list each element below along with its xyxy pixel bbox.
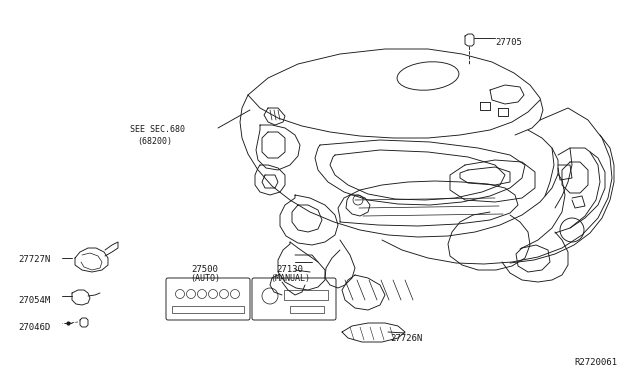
Text: (68200): (68200) [137,137,172,146]
Text: SEE SEC.680: SEE SEC.680 [130,125,185,134]
Text: 27500: 27500 [191,265,218,274]
Bar [172,306,244,313]
Text: 27054M: 27054M [18,296,51,305]
Text: (AUTO): (AUTO) [190,274,220,283]
Text: 27727N: 27727N [18,255,51,264]
Text: 27726N: 27726N [390,334,422,343]
Text: R2720061: R2720061 [574,358,617,367]
Text: 27046D: 27046D [18,323,51,332]
Text: 27705: 27705 [495,38,522,47]
Bar [284,290,328,300]
Bar [290,306,324,313]
Text: 27130: 27130 [276,265,303,274]
Text: (MANUAL): (MANUAL) [270,274,310,283]
